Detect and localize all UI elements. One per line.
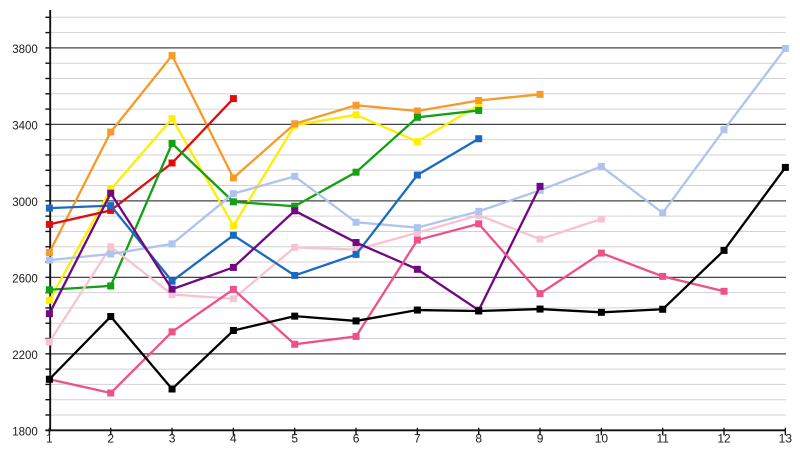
svg-text:9: 9 — [537, 432, 544, 446]
svg-text:11: 11 — [656, 432, 669, 446]
svg-text:2600: 2600 — [12, 274, 38, 286]
svg-text:3800: 3800 — [12, 44, 38, 56]
svg-text:5: 5 — [291, 432, 298, 446]
svg-text:1: 1 — [46, 432, 53, 446]
svg-text:4: 4 — [230, 432, 237, 446]
svg-text:13: 13 — [779, 432, 793, 446]
svg-text:1800: 1800 — [12, 427, 38, 439]
svg-text:10: 10 — [595, 432, 609, 446]
svg-text:2200: 2200 — [12, 350, 38, 362]
svg-text:3400: 3400 — [12, 121, 38, 133]
svg-text:12: 12 — [717, 432, 731, 446]
svg-text:3000: 3000 — [12, 197, 38, 209]
svg-text:2: 2 — [107, 432, 114, 446]
svg-text:8: 8 — [475, 432, 482, 446]
svg-text:3: 3 — [169, 432, 176, 446]
svg-text:7: 7 — [414, 432, 421, 446]
svg-text:6: 6 — [353, 432, 360, 446]
